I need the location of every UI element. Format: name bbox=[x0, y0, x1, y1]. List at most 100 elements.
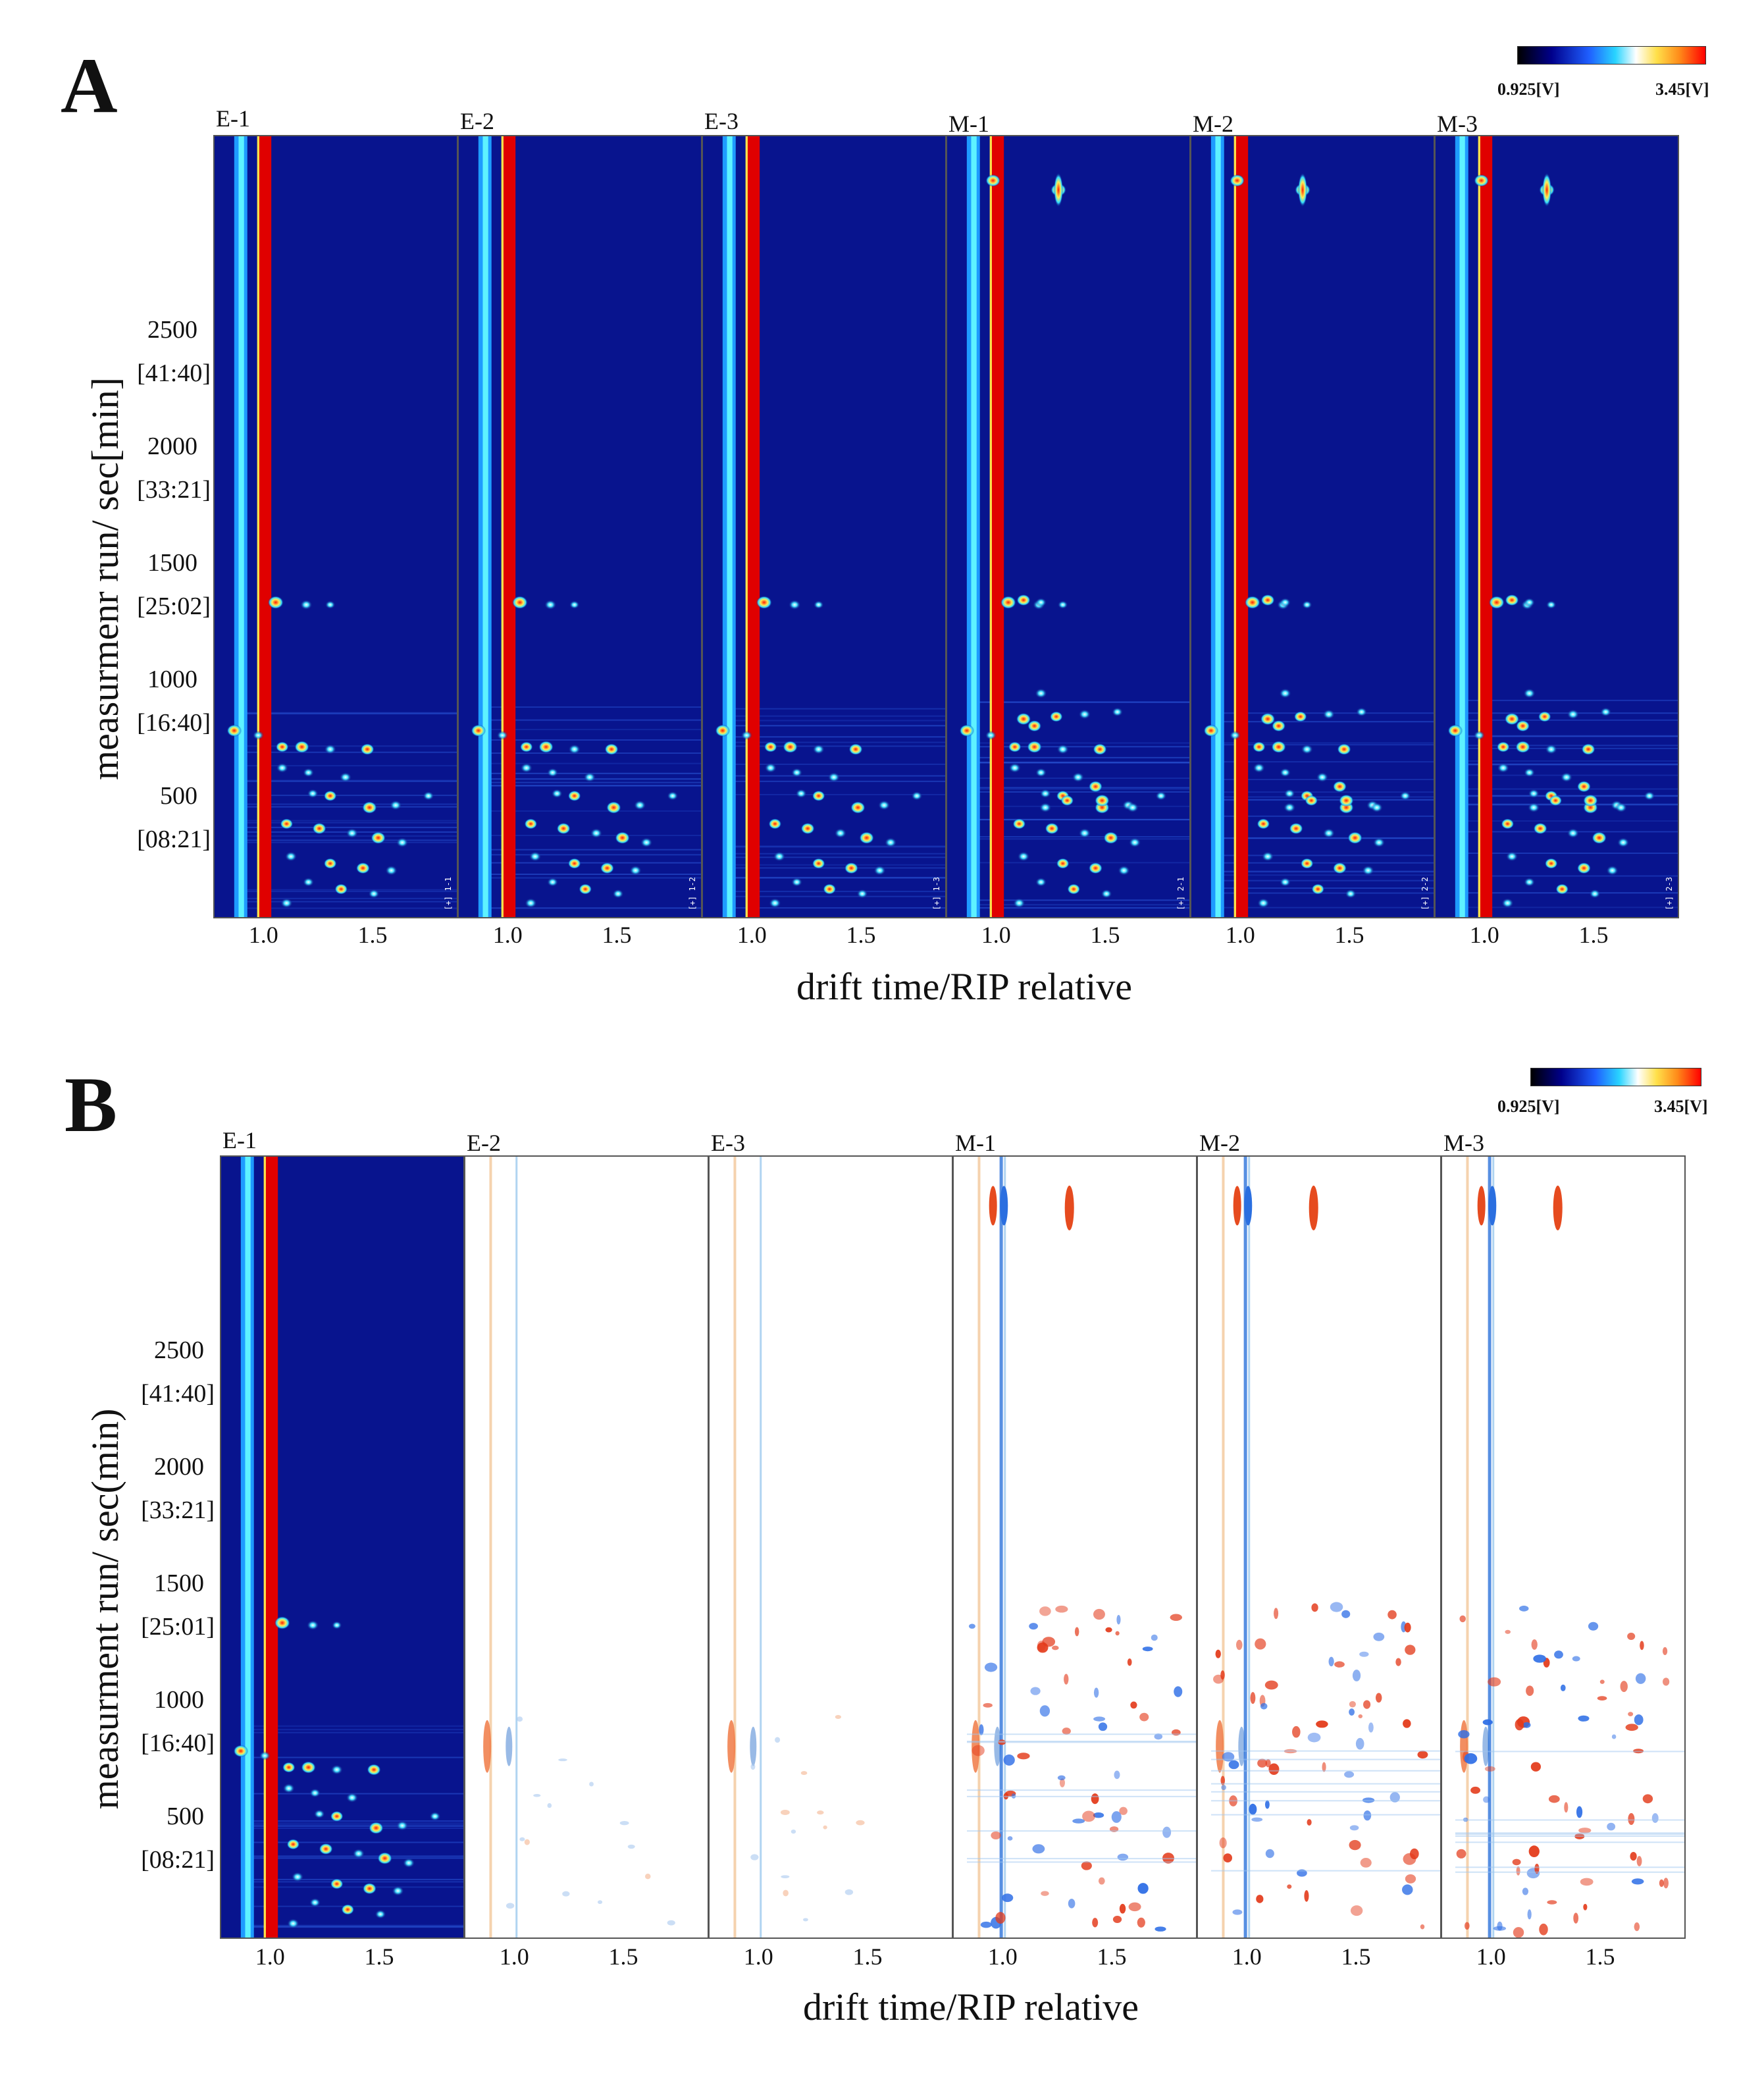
difference-svg bbox=[727, 1157, 865, 1938]
heatmap-band bbox=[973, 742, 1189, 744]
diff-spot bbox=[1460, 1720, 1468, 1773]
heatmap-peak bbox=[1301, 744, 1313, 754]
heatmap-band bbox=[1218, 887, 1434, 889]
y-tick-label: 1000 bbox=[154, 1685, 204, 1714]
heatmap-peak bbox=[309, 1788, 321, 1798]
y-tick-label: 500 bbox=[160, 781, 197, 810]
heatmap-peak bbox=[667, 791, 679, 801]
x-tick-label: 1.5 bbox=[1334, 922, 1364, 948]
diff-spot bbox=[506, 1726, 513, 1766]
colorbar-b-min-label: 0.925[V] bbox=[1497, 1097, 1560, 1116]
diff-spot bbox=[1081, 1861, 1092, 1870]
diff-spot bbox=[1059, 1778, 1066, 1787]
diff-spot bbox=[1662, 1647, 1668, 1656]
difference-svg bbox=[483, 1157, 675, 1938]
diff-spot bbox=[1154, 1926, 1166, 1932]
diff-spot bbox=[1000, 1186, 1008, 1226]
heatmap-band bbox=[729, 864, 945, 866]
heatmap-band bbox=[1462, 795, 1678, 797]
x-tick-label: 1.5 bbox=[852, 1943, 883, 1970]
heatmap-peak bbox=[1524, 598, 1536, 608]
heatmap-band bbox=[247, 1924, 463, 1926]
diff-band bbox=[1211, 1770, 1440, 1772]
heatmap-peak bbox=[791, 877, 803, 887]
heatmap-peak bbox=[783, 741, 798, 753]
y-tick-time-label: [41:40] bbox=[141, 1379, 215, 1408]
heatmap-peak bbox=[823, 883, 837, 895]
heatmap-peak bbox=[1337, 743, 1351, 755]
heatmap-svg bbox=[233, 1157, 463, 1938]
heatmap-peak bbox=[812, 790, 825, 802]
diff-spot bbox=[1519, 1605, 1529, 1612]
heatmap-band bbox=[973, 838, 1189, 840]
heatmap-peak bbox=[341, 1904, 355, 1915]
heatmap-band bbox=[729, 891, 945, 893]
diff-spot bbox=[1274, 1608, 1279, 1620]
diff-spot bbox=[1216, 1720, 1224, 1773]
heatmap-band bbox=[241, 751, 457, 753]
diff-trace bbox=[1222, 1157, 1225, 1938]
heatmap-peak bbox=[389, 800, 402, 810]
heatmap-peak bbox=[1039, 789, 1051, 799]
heatmap-band bbox=[241, 826, 457, 828]
plot-b-e1 bbox=[220, 1155, 465, 1939]
diff-trace bbox=[733, 1157, 737, 1938]
heatmap-peak bbox=[812, 858, 825, 869]
heatmap-peak bbox=[1615, 803, 1628, 813]
heatmap-peak bbox=[1112, 707, 1124, 717]
diff-spot bbox=[1322, 1762, 1326, 1772]
diff-spot bbox=[1137, 1917, 1145, 1928]
heatmap-peak bbox=[267, 596, 284, 610]
heatmap-band bbox=[729, 895, 945, 897]
heatmap-peak bbox=[1008, 741, 1022, 752]
heatmap-peak bbox=[1549, 795, 1563, 806]
heatmap-band bbox=[485, 781, 701, 783]
diff-spot bbox=[980, 1921, 992, 1928]
heatmap-peak bbox=[1049, 711, 1063, 722]
diff-spot bbox=[524, 1839, 530, 1845]
heatmap-peak bbox=[568, 744, 581, 754]
diff-spot bbox=[1459, 1615, 1466, 1623]
diff-spot bbox=[1526, 1685, 1534, 1697]
heatmap-peak bbox=[1039, 803, 1052, 813]
diff-spot bbox=[994, 1726, 1001, 1766]
heatmap-peak bbox=[615, 831, 630, 845]
heatmap-band bbox=[241, 907, 457, 909]
x-tick-label: 1.0 bbox=[1469, 922, 1499, 948]
heatmap-band bbox=[1462, 852, 1678, 854]
heatmap-peak bbox=[1271, 741, 1286, 753]
diff-spot bbox=[1233, 1186, 1241, 1226]
heatmap-peak bbox=[740, 730, 752, 740]
heatmap-peak bbox=[1035, 598, 1047, 608]
heatmap-band bbox=[485, 720, 701, 722]
plot-a-m3: [+] 2-3 bbox=[1434, 135, 1679, 918]
diff-spot bbox=[1350, 1905, 1363, 1916]
heatmap-peak bbox=[1057, 600, 1068, 609]
heatmap-peak bbox=[1252, 741, 1266, 752]
y-tick-time-label: [08:21] bbox=[137, 825, 211, 853]
heatmap-band bbox=[247, 1886, 463, 1888]
heatmap-band bbox=[1462, 892, 1678, 894]
heatmap-peak bbox=[339, 772, 352, 783]
heatmap-band bbox=[973, 756, 1189, 758]
heatmap-band bbox=[973, 907, 1189, 909]
diff-spot bbox=[968, 1623, 975, 1629]
heatmap-band bbox=[241, 891, 457, 893]
diff-spot bbox=[1055, 1605, 1068, 1613]
heatmap-peak bbox=[392, 1885, 404, 1896]
y-tick-time-label: [33:21] bbox=[137, 475, 211, 504]
heatmap-peak bbox=[1505, 851, 1518, 862]
sample-label-b-m1: M-1 bbox=[955, 1130, 996, 1156]
heatmap-band bbox=[247, 1822, 463, 1824]
heatmap-band bbox=[973, 787, 1189, 789]
diff-spot bbox=[1064, 1185, 1074, 1230]
diff-spot bbox=[1268, 1763, 1280, 1776]
heatmap-band bbox=[973, 788, 1189, 790]
heatmap-peak bbox=[1496, 741, 1510, 752]
heatmap-peak bbox=[773, 851, 786, 862]
diff-spot bbox=[1634, 1714, 1644, 1726]
heatmap-band bbox=[1462, 719, 1678, 721]
heatmap-peak bbox=[1103, 831, 1118, 845]
diff-trace bbox=[1492, 1157, 1495, 1938]
heatmap-peak bbox=[1027, 741, 1042, 753]
